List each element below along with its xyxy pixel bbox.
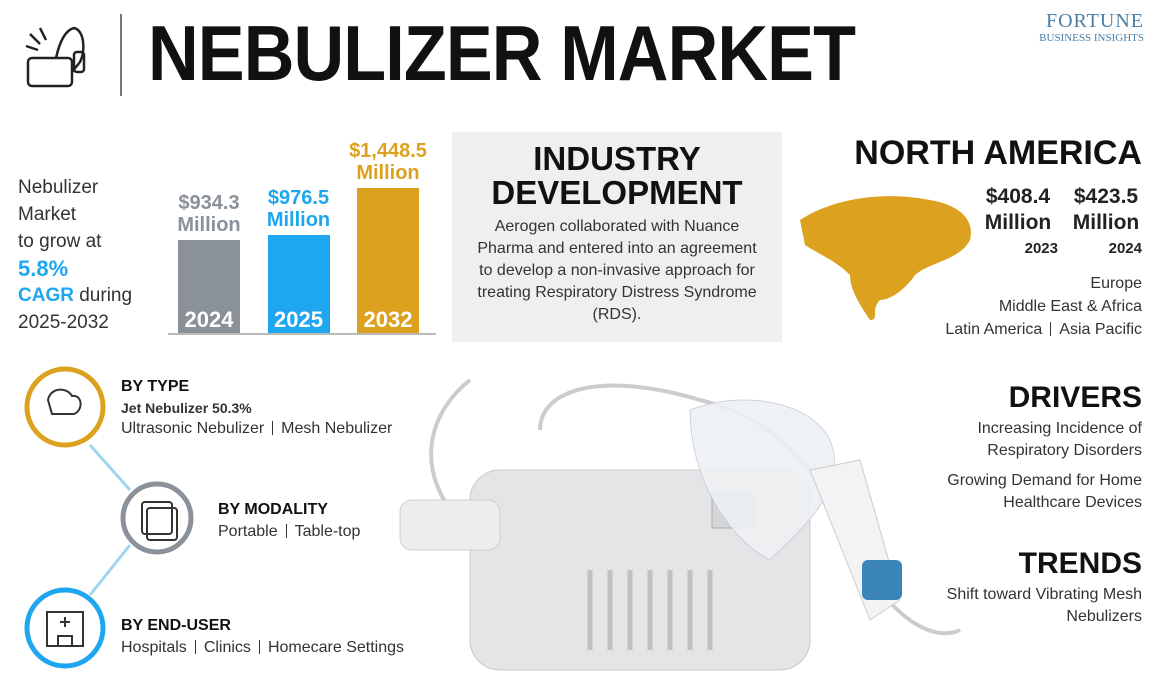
icon-glyphs <box>46 388 178 647</box>
region-title: NORTH AMERICA <box>854 134 1142 172</box>
region: Asia Pacific <box>1059 321 1142 338</box>
bar <box>178 239 240 333</box>
growth-text: Nebulizer Market to grow at 5.8% CAGR du… <box>18 174 132 336</box>
segment-title: BY MODALITY <box>218 501 328 518</box>
device-illustration <box>399 378 961 671</box>
segment: BY END-USER Hospitals Clinics Homecare Set… <box>121 617 404 657</box>
cagr-label: CAGR <box>18 285 74 306</box>
text-line: Market <box>18 204 77 225</box>
divider <box>120 14 122 96</box>
driver: Growing Demand for Home Healthcare Devic… <box>947 472 1142 511</box>
modality-icon <box>120 481 194 555</box>
type-icon <box>24 366 106 448</box>
segment-item: Ultrasonic Nebulizer <box>121 420 265 437</box>
industry-backdrop <box>452 132 782 342</box>
baseline <box>168 333 436 335</box>
text: during <box>79 285 133 306</box>
logo: FORTUNE <box>1045 10 1144 32</box>
segment-item: Clinics <box>203 639 251 656</box>
segment: BY MODALITY Portable Table-top <box>218 501 360 541</box>
other-regions: Europe Middle East & Africa Latin Americ… <box>945 272 1142 341</box>
segment-title: BY END-USER <box>121 617 231 634</box>
value-label: $1,448.5 Million <box>349 140 427 185</box>
region: Europe <box>1090 275 1142 292</box>
connector <box>88 444 132 491</box>
period: 2025-2032 <box>18 312 109 333</box>
segment-item: Homecare Settings <box>267 639 404 656</box>
value-label: $934.3 Million <box>177 191 241 236</box>
trend: Shift toward Vibrating Mesh Nebulizers <box>946 586 1142 625</box>
bar-year: 2025 <box>274 307 323 332</box>
connector <box>88 544 132 596</box>
header-icon <box>25 26 86 88</box>
text-line: Nebulizer <box>18 177 99 198</box>
region-year: 2024 <box>1108 240 1142 257</box>
region: Middle East & Africa <box>998 298 1142 315</box>
segment-item: Hospitals <box>121 639 187 656</box>
text-line: to grow at <box>18 231 102 252</box>
bar-year: 2024 <box>184 307 234 332</box>
cagr-value: 5.8% <box>18 256 69 281</box>
segment: BY TYPE Jet Nebulizer 50.3% Ultrasonic N… <box>121 378 392 438</box>
title: NEBULIZER MARKET <box>148 9 856 97</box>
region-value: $423.5 Million <box>1072 185 1140 234</box>
industry-title: INDUSTRY DEVELOPMENT <box>491 140 743 211</box>
industry-text: Aerogen collaborated with Nuance Pharma … <box>477 218 757 323</box>
bar <box>357 188 419 333</box>
segment-highlight: Jet Nebulizer 50.3% <box>121 400 252 416</box>
trends-title: TRENDS <box>1018 547 1142 580</box>
region-year: 2023 <box>1024 240 1058 257</box>
segment-item: Portable <box>218 523 278 540</box>
segment-title: BY TYPE <box>121 378 190 395</box>
region-value: $408.4 Million <box>984 185 1052 234</box>
segment-item: Mesh Nebulizer <box>281 420 393 437</box>
value-label: $976.5 Million <box>266 187 331 232</box>
map <box>800 196 971 320</box>
bar <box>267 235 330 333</box>
driver: Increasing Incidence of Respiratory Diso… <box>977 420 1142 459</box>
segment-item: Table-top <box>294 523 361 540</box>
bar-year: 2032 <box>363 307 413 332</box>
drivers-title: DRIVERS <box>1008 381 1142 414</box>
region: Latin America <box>945 321 1043 338</box>
enduser-icon <box>24 587 106 669</box>
logo-sub: BUSINESS INSIGHTS <box>1039 32 1144 44</box>
